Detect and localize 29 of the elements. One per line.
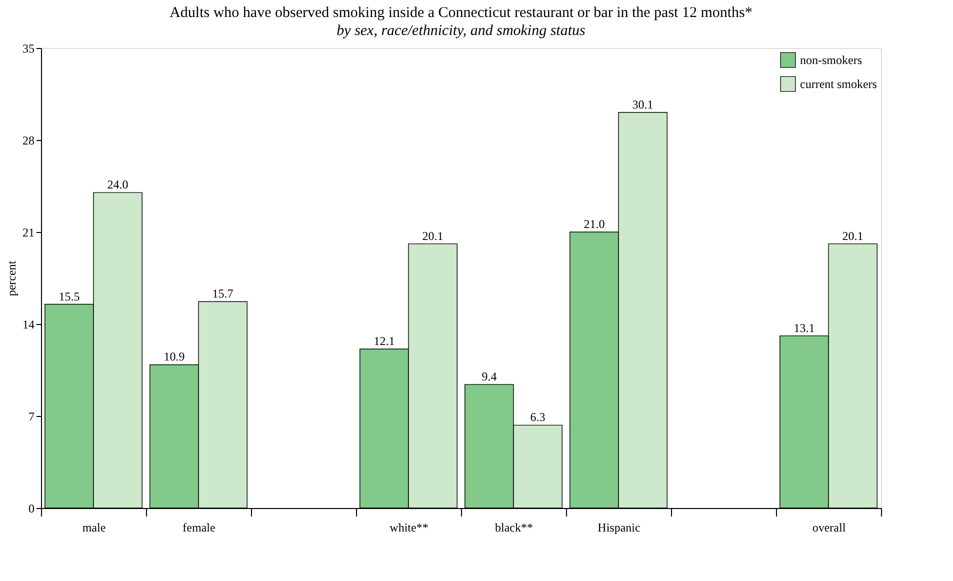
y-tick-label: 35	[22, 42, 34, 56]
x-tick-label: black**	[495, 520, 533, 534]
data-label: 12.1	[374, 334, 395, 348]
data-label: 13.1	[794, 320, 815, 335]
x-tick-label: white**	[390, 520, 428, 534]
data-label: 15.7	[212, 286, 234, 301]
x-tick-label: overall	[812, 520, 846, 534]
chart-title: Adults who have observed smoking inside a Connecticut restaurant or bar in the past 12 months*	[170, 5, 752, 21]
data-label: 30.1	[632, 97, 654, 112]
chart-subtitle: by sex, race/ethnicity, and smoking status	[336, 23, 586, 39]
x-tick-label: male	[82, 520, 106, 534]
y-tick-label: 0	[28, 502, 34, 516]
data-label: 21.0	[584, 217, 605, 231]
y-tick-label: 14	[22, 318, 34, 332]
y-axis-title: percent	[4, 260, 18, 296]
data-label: 9.4	[482, 369, 497, 384]
y-tick-label: 28	[22, 134, 34, 148]
data-label: 6.3	[530, 410, 546, 424]
legend-label: current smokers	[800, 77, 878, 91]
x-tick-label: Hispanic	[598, 520, 640, 534]
y-tick-label: 7	[28, 410, 34, 424]
data-label: 15.5	[58, 289, 80, 304]
y-tick-label: 21	[22, 226, 34, 240]
data-label: 24.0	[107, 178, 128, 192]
data-label: 20.1	[842, 228, 864, 243]
data-label: 10.9	[164, 350, 185, 364]
legend-label: non-smokers	[800, 53, 862, 67]
x-tick-label: female	[182, 520, 216, 534]
data-label: 20.1	[422, 228, 444, 243]
